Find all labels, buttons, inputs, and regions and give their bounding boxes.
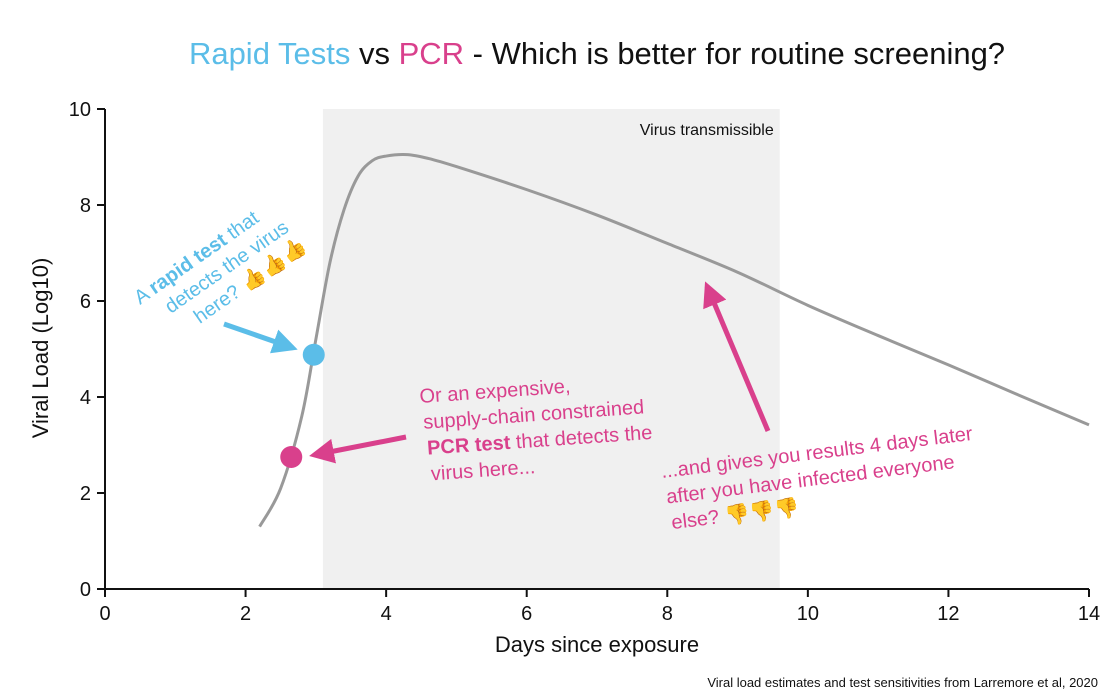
y-tick-label: 4 xyxy=(80,387,91,409)
late-arrow xyxy=(703,281,771,432)
rapid-test-point xyxy=(302,343,325,366)
pcr-test-point xyxy=(280,446,303,468)
transmissible-label: Virus transmissible xyxy=(640,122,774,139)
pcr-annotation: Or an expensive, supply-chain constraine… xyxy=(419,375,653,485)
title-vs: vs xyxy=(350,36,398,71)
x-tick-label: 4 xyxy=(381,603,392,625)
y-tick-label: 2 xyxy=(80,483,91,505)
x-tick-label: 10 xyxy=(797,603,819,625)
viral-load-line xyxy=(258,153,1090,528)
y-tick-label: 8 xyxy=(80,195,91,217)
axes: 0 2 4 6 8 10 12 14 0 2 4 6 8 10 xyxy=(69,99,1100,625)
x-tick-label: 12 xyxy=(937,603,959,625)
x-axis-label: Days since exposure xyxy=(495,632,699,657)
x-tick-label: 6 xyxy=(521,603,532,625)
x-tick-label: 0 xyxy=(99,603,110,625)
x-tick-label: 14 xyxy=(1078,603,1100,625)
x-tick-label: 8 xyxy=(662,603,673,625)
title-rapid: Rapid Tests xyxy=(189,36,350,71)
chart-title: Rapid Tests vs PCR - Which is better for… xyxy=(189,36,1005,71)
y-tick-label: 10 xyxy=(69,99,91,121)
pcr-arrow xyxy=(309,434,407,464)
source-note: Viral load estimates and test sensitivit… xyxy=(707,675,1098,690)
title-question: - Which is better for routine screening? xyxy=(464,36,1005,71)
y-tick-label: 0 xyxy=(80,579,91,601)
y-axis-label: Viral Load (Log10) xyxy=(28,258,53,439)
y-tick-label: 6 xyxy=(80,291,91,313)
rapid-arrow xyxy=(223,321,298,354)
transmissible-region xyxy=(322,109,780,589)
x-tick-label: 2 xyxy=(240,603,251,625)
title-pcr: PCR xyxy=(399,36,464,71)
rapid-annotation: A rapid test that detects the virus here… xyxy=(130,207,310,329)
